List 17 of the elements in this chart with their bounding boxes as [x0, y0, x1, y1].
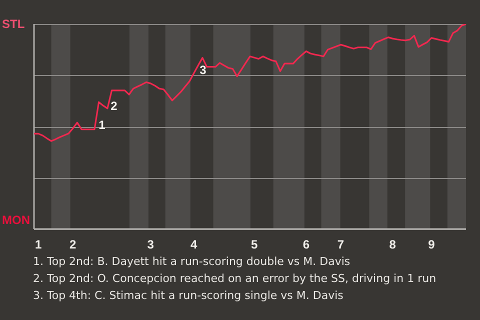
- x-tick-label: 2: [70, 238, 77, 252]
- text: 2. Top 2nd: O. Concepcion reached on an error by the SS, driving in 1 run: [33, 271, 436, 287]
- annotation: 1: [98, 118, 106, 132]
- text: 3. Top 4th: C. Stimac hit a run-scoring single vs M. Davis: [33, 288, 344, 304]
- x-tick-label: 1: [34, 238, 42, 252]
- x-tick-label: 9: [428, 238, 436, 252]
- annotation: 2: [110, 99, 118, 113]
- text: MON: [2, 213, 30, 227]
- x-tick-label: 6: [302, 238, 310, 252]
- text: 1. Top 2nd: B. Dayett hit a run-scoring double vs M. Davis: [33, 254, 352, 270]
- x-tick-label: 4: [190, 238, 198, 252]
- x-tick-label: 7: [337, 238, 344, 252]
- x-tick-label: 8: [389, 238, 396, 252]
- annotation: 3: [200, 63, 206, 77]
- x-tick-label: 3: [147, 238, 154, 252]
- x-tick-label: 5: [250, 238, 258, 252]
- text: STL: [2, 17, 25, 31]
